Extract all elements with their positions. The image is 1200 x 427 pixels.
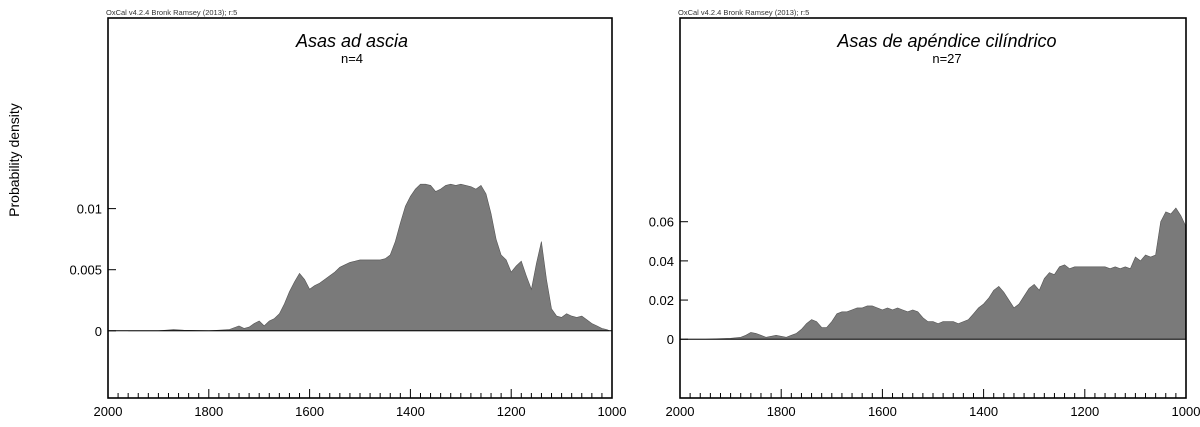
x-tick-label: 1200 [497, 404, 526, 419]
x-axis-label: Calendar date (BC) [300, 425, 421, 427]
y-tick-label: 0.04 [649, 254, 674, 269]
x-tick-label: 1400 [969, 404, 998, 419]
x-tick-label: 2000 [94, 404, 123, 419]
x-tick-label: 1800 [767, 404, 796, 419]
density-area [128, 183, 610, 332]
x-tick-label: 1600 [868, 404, 897, 419]
x-tick-label: 1000 [1172, 404, 1200, 419]
x-tick-label: 1000 [598, 404, 627, 419]
chart-title: Asas de apéndice cilíndrico [836, 31, 1056, 51]
chart-title: Asas ad ascia [295, 31, 408, 51]
x-tick-label: 1400 [396, 404, 425, 419]
y-tick-label: 0.005 [69, 263, 102, 278]
density-area [685, 207, 1186, 340]
y-tick-label: 0.06 [649, 215, 674, 230]
chart-subtitle: n=27 [932, 51, 961, 66]
x-tick-label: 1800 [194, 404, 223, 419]
software-note: OxCal v4.2.4 Bronk Ramsey (2013); r:5 [106, 8, 237, 17]
chart-panel-1: OxCal v4.2.4 Bronk Ramsey (2013); r:5 200… [69, 8, 626, 427]
x-tick-label: 1600 [295, 404, 324, 419]
plot-frame [679, 17, 1187, 399]
chart-subtitle: n=4 [341, 51, 363, 66]
y-tick-label: 0.01 [77, 202, 102, 217]
x-tick-label: 1200 [1070, 404, 1099, 419]
y-tick-label: 0 [95, 324, 102, 339]
y-tick-label: 0 [667, 332, 674, 347]
y-tick-label: 0.02 [649, 293, 674, 308]
x-tick-label: 2000 [666, 404, 695, 419]
plot-frame [107, 17, 613, 399]
software-note: OxCal v4.2.4 Bronk Ramsey (2013); r:5 [678, 8, 809, 17]
x-axis-label: Calendar date (BC) [873, 425, 994, 427]
chart-panel-2: OxCal v4.2.4 Bronk Ramsey (2013); r:5 200… [649, 8, 1200, 427]
